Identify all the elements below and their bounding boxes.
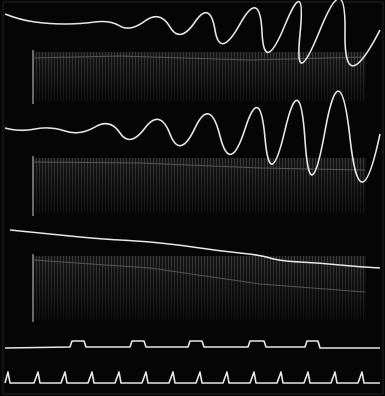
band-3: [32, 254, 366, 322]
trace-2: [4, 90, 381, 183]
trace-3: [9, 229, 381, 269]
pulse-trace: [4, 340, 380, 349]
timing-trace: [4, 371, 380, 384]
band-1: [32, 50, 366, 104]
trace-1: [4, 0, 381, 67]
band-2: [32, 156, 366, 216]
